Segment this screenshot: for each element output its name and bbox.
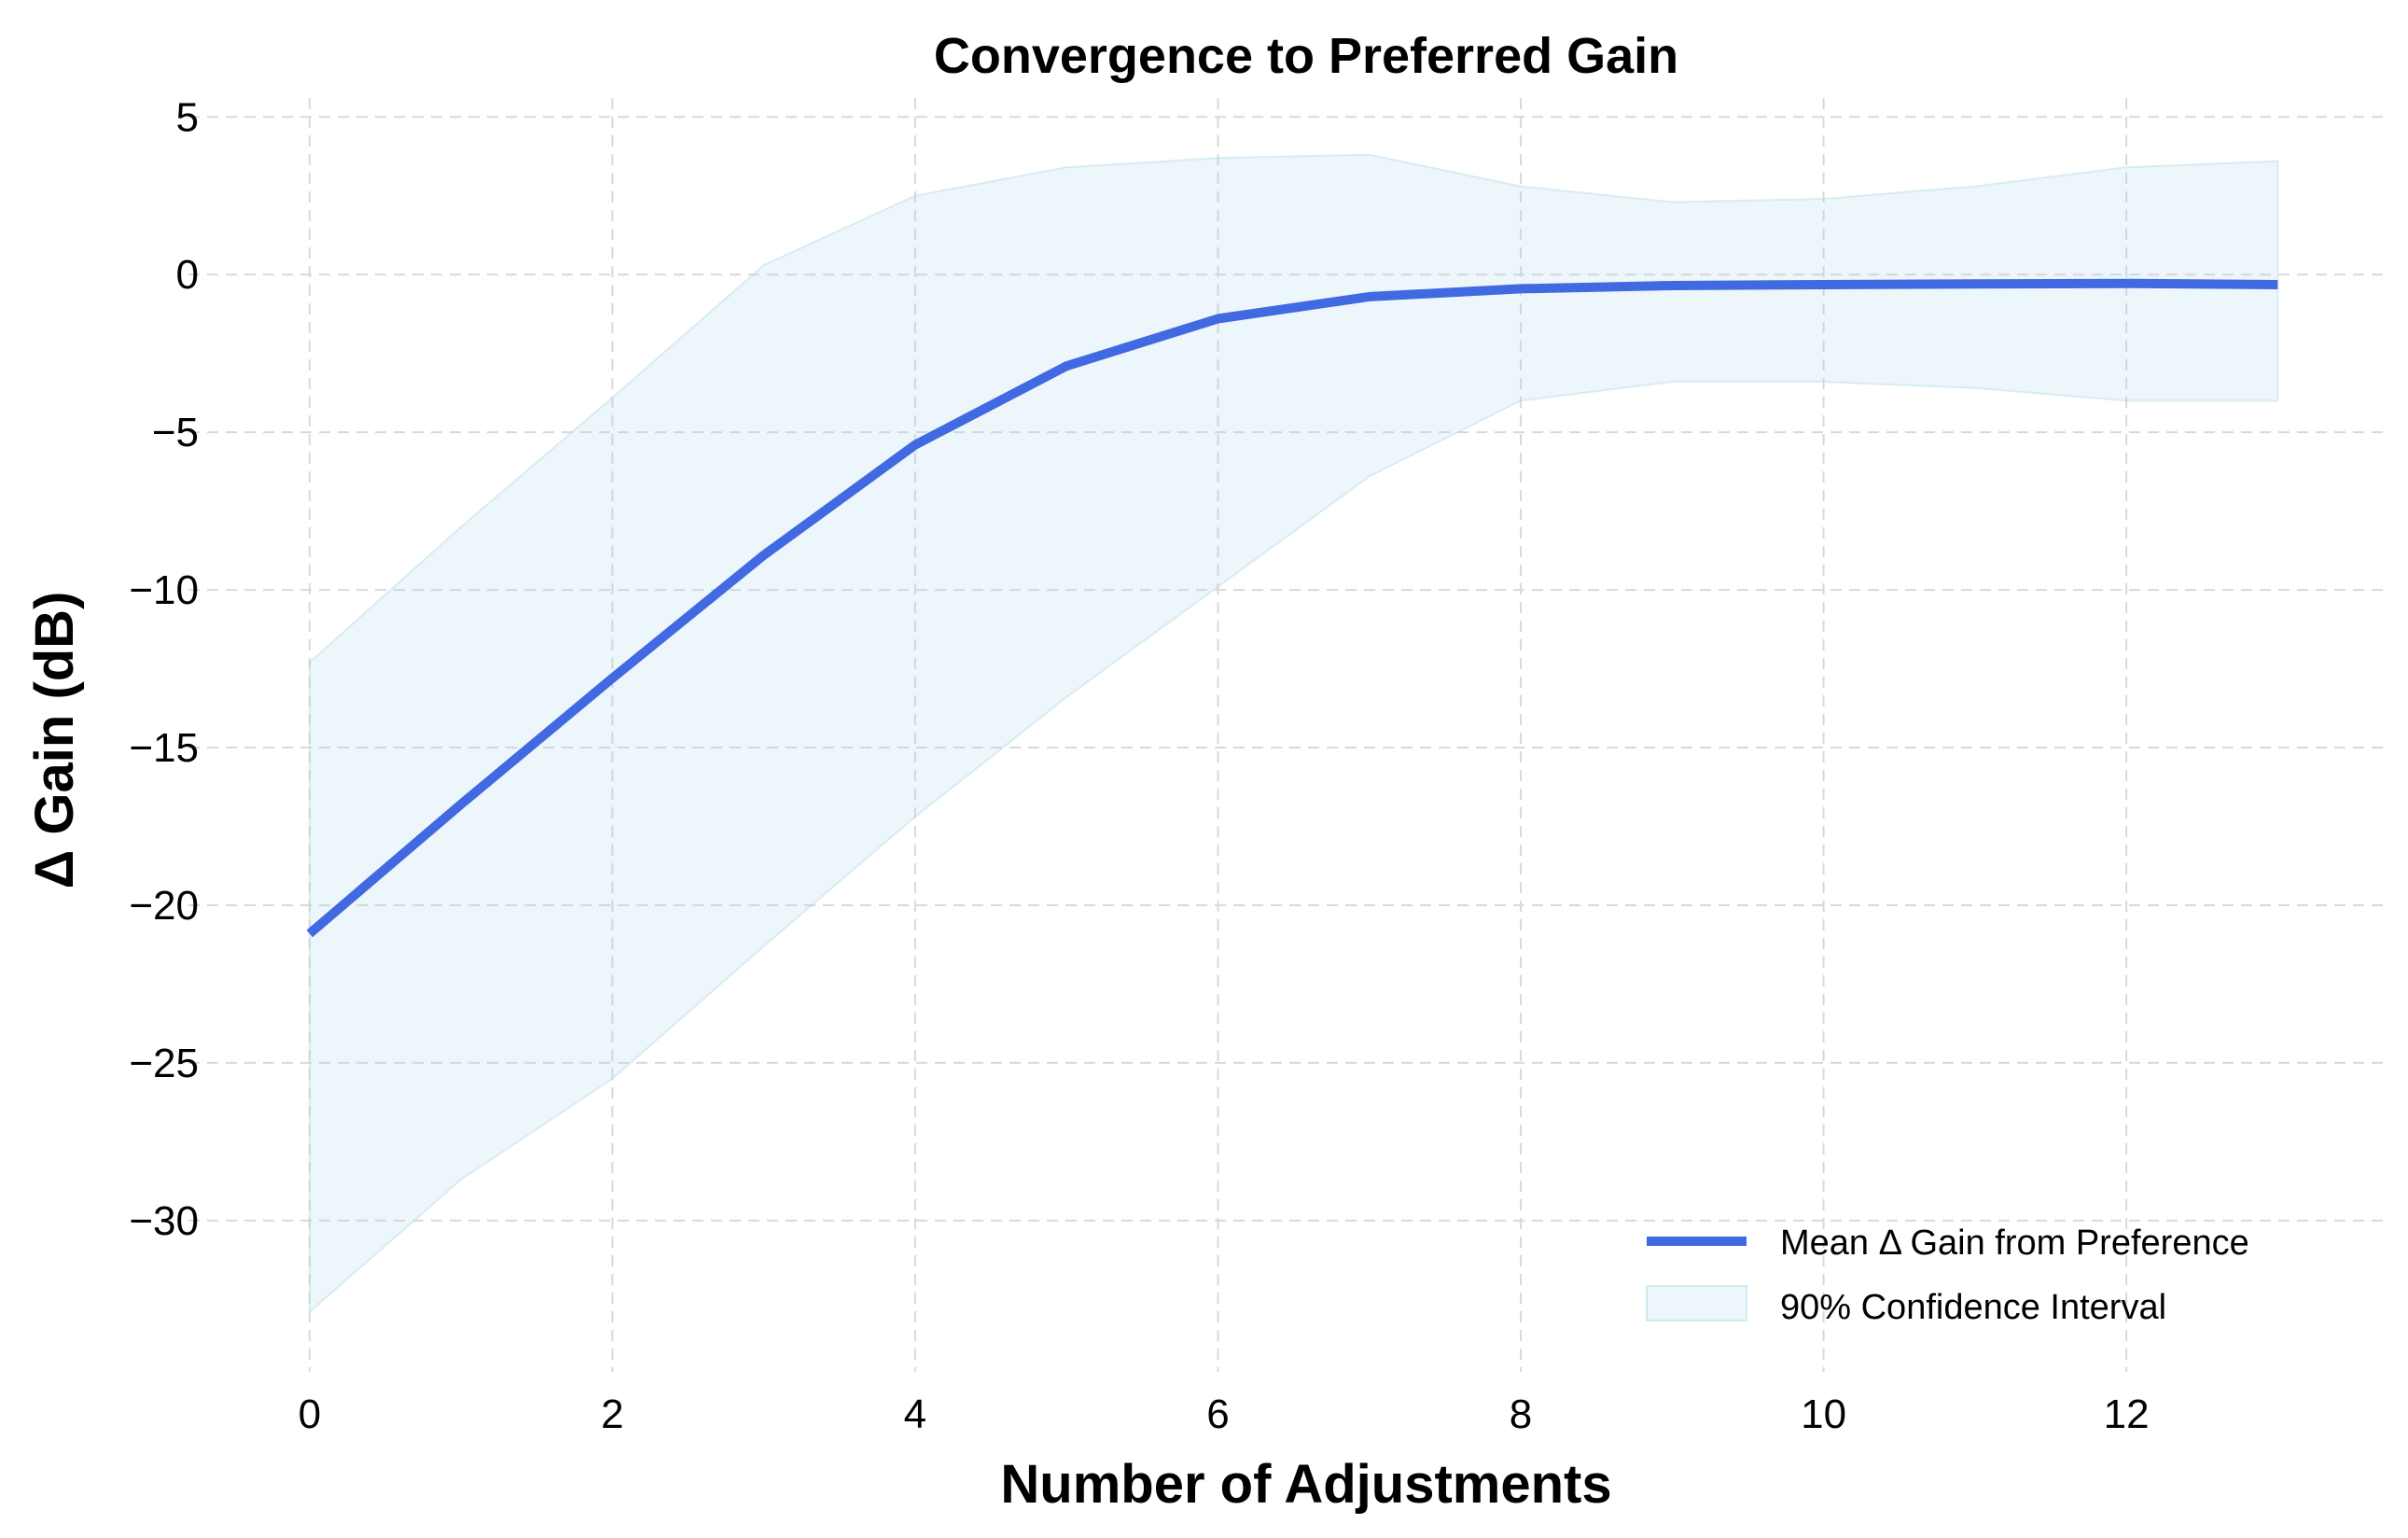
y-tick-label: 5 bbox=[176, 94, 199, 140]
x-tick-label: 8 bbox=[1510, 1391, 1532, 1437]
y-tick-labels: 5 0 −5 −10 −15 −20 −25 −30 bbox=[129, 94, 199, 1244]
x-tick-label: 12 bbox=[2104, 1391, 2150, 1437]
x-tick-label: 10 bbox=[1801, 1391, 1846, 1437]
legend-band-swatch bbox=[1646, 1285, 1747, 1321]
y-tick-label: −15 bbox=[129, 725, 199, 771]
y-tick-label: −20 bbox=[129, 883, 199, 929]
mean-line-layer bbox=[306, 278, 2278, 938]
x-axis-label: Number of Adjustments bbox=[1000, 1454, 1611, 1515]
chart-title: Convergence to Preferred Gain bbox=[934, 28, 1678, 84]
grid bbox=[188, 98, 2384, 1372]
legend-line-label: Mean Δ Gain from Preference bbox=[1780, 1223, 2249, 1263]
confidence-band bbox=[308, 153, 2279, 1315]
x-tick-label: 4 bbox=[904, 1391, 926, 1437]
x-tick-labels: 0 2 4 6 8 10 12 bbox=[299, 1391, 2150, 1437]
y-tick-label: −5 bbox=[152, 410, 199, 455]
confidence-band-layer bbox=[308, 153, 2279, 1315]
y-axis-label: Δ Gain (dB) bbox=[24, 592, 85, 889]
legend: Mean Δ Gain from Preference 90% Confiden… bbox=[1646, 1223, 2249, 1327]
x-tick-label: 6 bbox=[1206, 1391, 1229, 1437]
legend-band-label: 90% Confidence Interval bbox=[1780, 1288, 2166, 1327]
y-tick-label: −30 bbox=[129, 1198, 199, 1244]
y-tick-label: 0 bbox=[176, 252, 199, 298]
mean-gain-line bbox=[306, 278, 2278, 938]
y-tick-label: −10 bbox=[129, 567, 199, 613]
x-tick-label: 0 bbox=[299, 1391, 321, 1437]
y-tick-label: −25 bbox=[129, 1041, 199, 1086]
x-tick-label: 2 bbox=[601, 1391, 623, 1437]
